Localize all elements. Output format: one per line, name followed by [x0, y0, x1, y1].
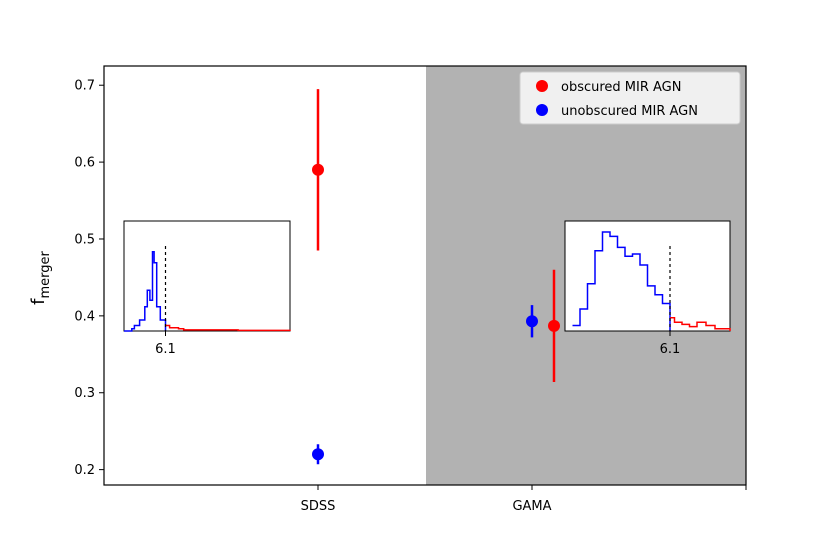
legend: obscured MIR AGN unobscured MIR AGN [519, 71, 741, 125]
y-tick-label: 0.4 [74, 309, 95, 324]
x-tick-label: SDSS [301, 499, 336, 514]
y-axis-label-subscript: merger [38, 250, 53, 298]
y-tick-label: 0.2 [74, 463, 95, 478]
inset-sdss: 6.1 [123, 220, 291, 357]
legend-label: obscured MIR AGN [561, 80, 682, 95]
y-tick-label: 0.7 [74, 79, 95, 94]
data-point [312, 163, 324, 176]
inset-gama: 6.1 [564, 220, 731, 357]
plot-frame [103, 65, 747, 486]
inset-red-histogram [165, 324, 291, 332]
y-tick-label: 0.3 [74, 386, 95, 401]
data-point [548, 319, 560, 332]
insets: 6.1 6.1 [123, 220, 731, 357]
y-axis-label: fmerger [28, 250, 53, 304]
y-tick-label: 0.6 [74, 156, 95, 171]
legend-label: unobscured MIR AGN [561, 104, 698, 119]
y-axis-ticks: 0.2 0.3 0.4 0.5 0.6 0.7 [74, 79, 104, 478]
x-tick-label: GAMA [512, 499, 551, 514]
data-point [526, 315, 538, 328]
inset-tick-label: 6.1 [660, 342, 681, 357]
inset-frame [123, 220, 291, 332]
inset-tick-label: 6.1 [155, 342, 176, 357]
y-tick-label: 0.5 [74, 232, 95, 247]
legend-box [519, 71, 741, 125]
x-axis-ticks: SDSS GAMA [301, 485, 747, 514]
inset-blue-histogram [124, 251, 167, 332]
y-axis-label-main: f [28, 298, 49, 305]
legend-marker [536, 104, 548, 116]
legend-marker [536, 80, 548, 92]
data-point [312, 448, 324, 461]
data-points [312, 163, 560, 461]
inset-red-histogram [670, 317, 731, 331]
inset-blue-histogram [572, 231, 671, 331]
